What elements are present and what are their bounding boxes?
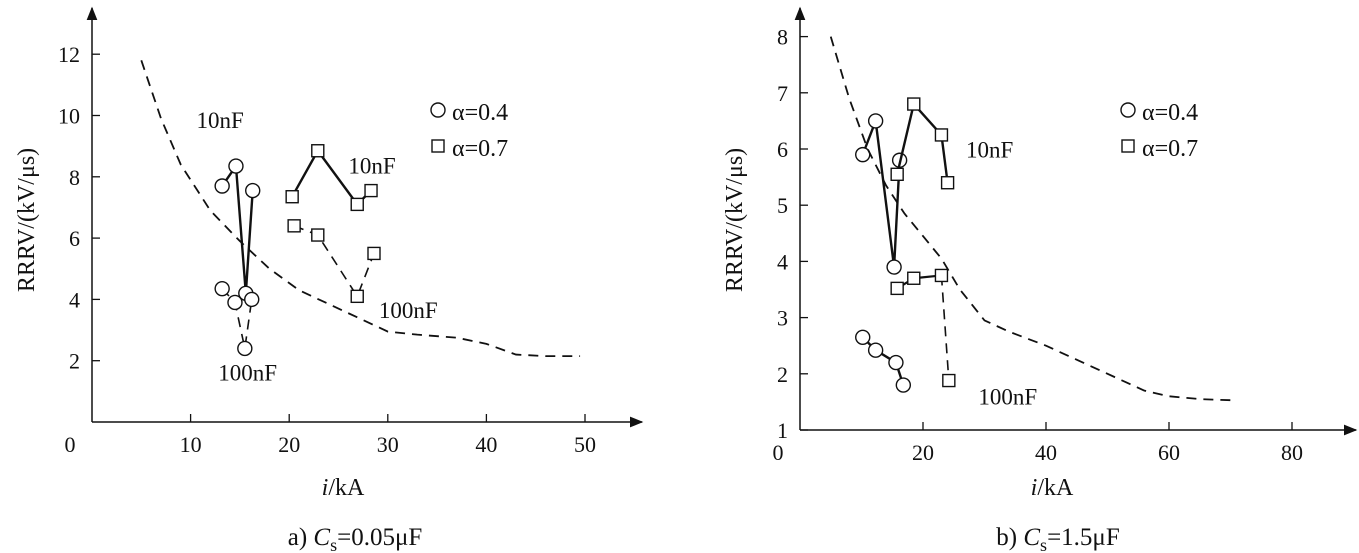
series-line [861, 336, 905, 386]
square-point [907, 97, 921, 111]
circle-point [867, 342, 884, 358]
x-tick-label: 40 [475, 432, 497, 457]
x-tick-label: 20 [912, 440, 934, 465]
square-point [940, 176, 955, 190]
x-tick-label: 0 [773, 440, 784, 465]
square-point [907, 271, 921, 285]
x-tick-label: 50 [574, 432, 596, 457]
series-line [293, 225, 375, 299]
y-tick-label: 4 [777, 249, 788, 274]
x-tick-label: 20 [278, 432, 300, 457]
square-point [311, 144, 325, 158]
square-point [367, 246, 381, 261]
y-tick-label: 10 [58, 104, 80, 129]
y-tick-label: 2 [777, 362, 788, 387]
y-tick-label: 8 [69, 165, 80, 190]
y-tick-label: 12 [58, 42, 80, 67]
y-axis-label: RRRV/(kV/μs) [722, 148, 748, 292]
annotation-label: 100nF [379, 298, 438, 323]
circle-point [245, 182, 261, 199]
series-line-segment [940, 275, 950, 381]
y-tick-label: 1 [777, 418, 788, 443]
circle-point [867, 113, 884, 129]
y-tick-label: 3 [777, 306, 788, 331]
square-point [942, 373, 956, 388]
square-point [934, 268, 949, 283]
annotation-label: 10nF [966, 137, 1013, 162]
annotation-label: 100nF [218, 361, 277, 386]
series-line [896, 101, 949, 183]
y-tick-label: 6 [777, 137, 788, 162]
circle-point [895, 377, 912, 393]
circle-point [888, 354, 904, 371]
x-tick-label: 60 [1158, 440, 1180, 465]
x-tick-label: 30 [377, 432, 399, 457]
legend-label: α=0.7 [452, 136, 508, 162]
y-tick-label: 7 [777, 81, 788, 106]
chart-caption: a) Cs=0.05μF [288, 524, 423, 553]
legend-circle-marker [1120, 102, 1136, 118]
chart-a: 2 4 6 8 10 12 0 10 20 30 40 50 10nF 100nF 10nF 100nF α=0… [14, 6, 644, 553]
circle-point [227, 294, 243, 311]
circle-point [244, 291, 260, 308]
x-axis-label: i/kA [1031, 475, 1074, 501]
x-tick-label: 0 [65, 432, 76, 457]
square-point [364, 183, 378, 198]
series-line [861, 120, 901, 268]
x-tick-label: 80 [1281, 440, 1303, 465]
annotation-label: 10nF [348, 154, 395, 179]
circle-point [855, 329, 871, 345]
circle-point [214, 280, 230, 297]
series-line [221, 162, 254, 294]
legend-square-marker [1121, 139, 1135, 153]
circle-point [237, 340, 253, 357]
x-tick-label: 10 [180, 432, 202, 457]
circle-point [228, 158, 244, 174]
square-point [311, 228, 325, 242]
square-point [350, 289, 364, 304]
square-point [287, 219, 301, 233]
reference-curve [829, 36, 1231, 402]
annotation-label: 100nF [978, 385, 1037, 410]
square-point [285, 190, 299, 204]
legend-square-marker [431, 139, 445, 153]
square-point [350, 197, 364, 212]
legend-label: α=0.4 [452, 100, 508, 126]
series-line [291, 148, 372, 207]
y-axis-label: RRRV/(kV/μs) [14, 148, 40, 292]
circle-point [886, 259, 902, 275]
square-point [890, 167, 904, 181]
y-tick-label: 2 [69, 349, 80, 374]
square-point [890, 281, 904, 296]
y-tick-label: 6 [69, 226, 80, 251]
legend-circle-marker [430, 102, 446, 118]
annotation-label: 10nF [197, 108, 244, 133]
legend-label: α=0.7 [1142, 136, 1198, 162]
y-tick-label: 8 [777, 25, 788, 50]
x-tick-label: 40 [1035, 440, 1057, 465]
square-point [934, 128, 949, 142]
chart-caption: b) Cs=1.5μF [996, 524, 1119, 553]
x-axis-label: i/kA [322, 475, 365, 501]
circle-point [214, 178, 230, 194]
reference-curve [140, 60, 581, 358]
y-tick-label: 4 [69, 287, 80, 312]
series-line [221, 288, 253, 349]
legend-label: α=0.4 [1142, 100, 1198, 126]
circle-point [855, 146, 871, 163]
y-tick-label: 5 [777, 193, 788, 218]
